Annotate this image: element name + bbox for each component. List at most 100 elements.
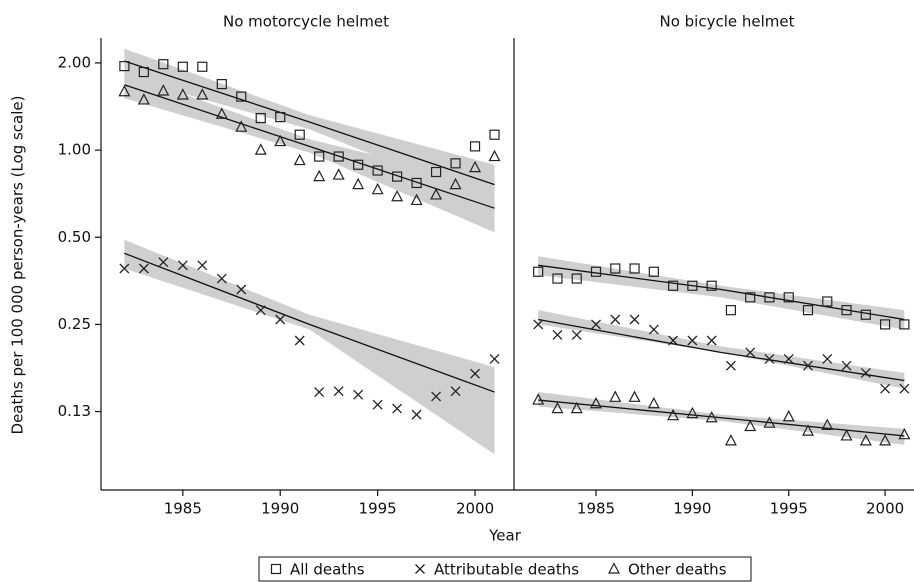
data-point	[255, 305, 266, 316]
data-point	[332, 168, 345, 180]
data-point	[802, 424, 814, 436]
data-point	[411, 409, 422, 420]
x-tick-label: 1995	[359, 500, 397, 518]
data-point	[176, 88, 189, 100]
data-point	[333, 386, 344, 397]
data-point	[859, 434, 872, 446]
data-point	[552, 273, 563, 284]
data-point	[430, 188, 443, 200]
data-point	[371, 182, 384, 195]
data-point	[803, 360, 813, 371]
y-tick-label: 0.50	[58, 228, 91, 246]
data-point	[430, 166, 442, 178]
data-point	[668, 280, 679, 291]
data-point	[216, 273, 227, 284]
confidence-band	[538, 310, 905, 389]
data-point	[470, 368, 480, 379]
y-axis-label: Deaths per 100 000 person-years (Log sca…	[9, 96, 27, 435]
y-tick-label: 0.13	[58, 402, 91, 420]
x-tick-label: 1985	[164, 500, 202, 518]
data-point	[450, 158, 461, 169]
data-point	[372, 165, 383, 176]
data-point	[590, 266, 602, 277]
data-point	[687, 335, 698, 346]
data-point	[392, 403, 403, 414]
data-point	[313, 169, 326, 182]
data-point	[235, 120, 248, 132]
x-tick-label: 2000	[456, 500, 494, 518]
legend-label: Attributable deaths	[434, 561, 579, 579]
data-point	[352, 177, 365, 190]
legend-symbol	[415, 564, 425, 574]
data-point	[745, 347, 756, 358]
data-point	[294, 129, 305, 140]
data-point	[254, 143, 267, 155]
data-point	[137, 93, 150, 105]
x-axis-label: Year	[488, 527, 522, 545]
data-point	[668, 335, 679, 346]
data-point	[314, 387, 325, 398]
x-tick-label: 1990	[261, 500, 299, 518]
y-tick-label: 0.25	[58, 315, 91, 333]
data-point	[215, 107, 228, 119]
data-point	[138, 263, 149, 274]
data-point	[880, 383, 891, 394]
data-point	[841, 305, 852, 316]
fit-line	[124, 84, 495, 209]
data-point	[489, 129, 500, 140]
data-point	[450, 386, 461, 397]
data-point	[157, 84, 170, 96]
data-point	[648, 266, 659, 277]
data-point	[274, 134, 287, 147]
fit-line	[538, 399, 905, 437]
data-point	[898, 427, 911, 440]
data-point	[783, 292, 794, 303]
data-point	[610, 314, 621, 325]
data-point	[333, 151, 344, 162]
panel-title: No motorcycle helmet	[223, 13, 389, 31]
data-point	[879, 319, 891, 330]
data-point	[822, 296, 833, 307]
data-point	[591, 319, 601, 330]
data-point	[551, 401, 564, 414]
x-tick-label: 1995	[770, 500, 808, 518]
data-point	[119, 263, 130, 274]
legend-box	[258, 556, 752, 582]
data-point	[118, 84, 131, 97]
data-point	[275, 314, 286, 325]
confidence-band	[124, 239, 495, 455]
data-point	[431, 391, 442, 402]
data-point	[860, 367, 871, 378]
data-point	[552, 329, 563, 340]
data-point	[899, 319, 910, 330]
data-point	[705, 410, 718, 423]
fit-line	[538, 264, 905, 321]
data-point	[533, 266, 544, 277]
data-point	[841, 360, 852, 371]
data-point	[744, 419, 757, 432]
data-point	[255, 112, 266, 124]
data-point	[570, 401, 583, 414]
panel-title: No bicycle helmet	[659, 13, 794, 31]
x-tick-label: 1990	[673, 500, 711, 518]
data-point	[533, 319, 544, 330]
legend-symbol	[270, 563, 282, 575]
data-point	[197, 61, 208, 72]
confidence-band	[124, 72, 495, 233]
data-point	[782, 409, 795, 422]
data-point	[489, 353, 500, 364]
data-point	[648, 324, 659, 335]
data-point	[197, 260, 208, 271]
data-point	[372, 399, 383, 410]
data-point	[783, 353, 794, 364]
data-point	[629, 263, 640, 274]
data-point	[628, 390, 641, 402]
data-point	[763, 416, 776, 428]
data-point	[488, 149, 501, 162]
data-point	[293, 153, 306, 166]
data-point	[158, 59, 169, 70]
data-point	[469, 160, 482, 173]
data-point	[667, 408, 680, 421]
data-point	[706, 335, 717, 346]
